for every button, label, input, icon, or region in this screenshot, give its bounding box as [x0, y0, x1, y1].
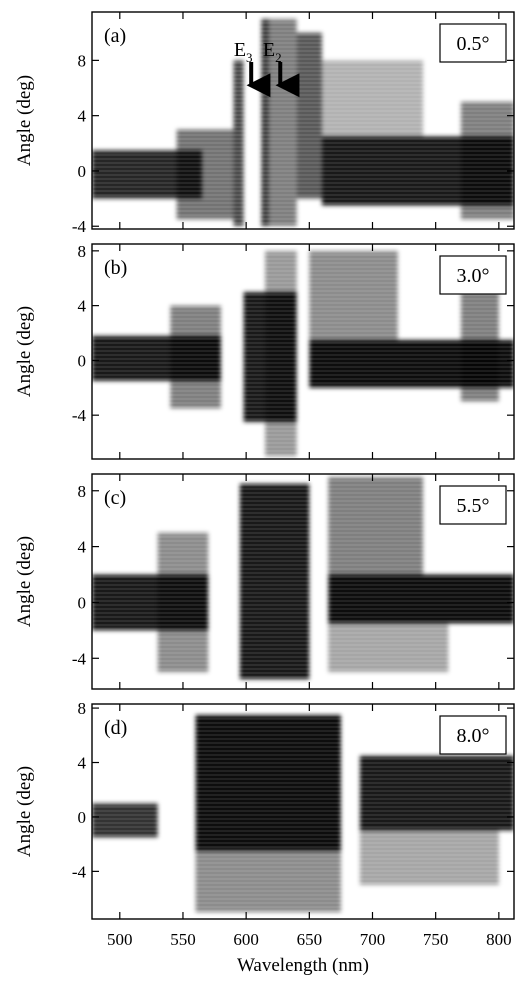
- tilt-angle-badge: 8.0°: [457, 725, 490, 747]
- heatmap-cell-1: [157, 532, 209, 673]
- y-tick-label: 4: [78, 107, 87, 126]
- y-tick-label: -4: [72, 406, 87, 425]
- heatmap-cell-3: [359, 755, 514, 831]
- x-tick-label: 750: [423, 930, 449, 949]
- x-tick-label: 700: [360, 930, 386, 949]
- y-tick-label: 8: [78, 242, 87, 261]
- plot-frame: [91, 243, 515, 460]
- heatmap-cell-0: [92, 803, 158, 838]
- heatmap-cell-1: [195, 714, 341, 851]
- heatmap-cell-3: [261, 18, 269, 227]
- streak-texture: [92, 706, 514, 916]
- badge-box: [439, 485, 507, 525]
- heatmap-cell-5: [296, 32, 322, 199]
- heatmap-cell-3: [265, 250, 297, 457]
- heatmap-regions: [92, 18, 514, 227]
- heatmap-cell-5: [328, 623, 449, 673]
- x-tick-label: 800: [486, 930, 512, 949]
- heatmap-cell-1: [170, 305, 221, 409]
- heatmap-cell-6: [460, 291, 499, 402]
- heatmap-cell-1: [176, 129, 234, 220]
- badge-box: [439, 255, 507, 295]
- y-tick-label: -4: [72, 649, 87, 668]
- y-tick-label: 8: [78, 51, 87, 70]
- badge-box: [439, 23, 507, 63]
- panel-1: -4 0 4 8 Angle (deg) (b) 3.0°: [14, 242, 515, 460]
- tilt-angle-badge: 0.5°: [457, 33, 490, 55]
- heatmap-regions: [92, 250, 514, 457]
- heatmap-cell-2: [239, 483, 310, 680]
- x-axis: 500 550 600 650 700 750 800 Wavelength (nm): [107, 930, 512, 976]
- y-tick-label: 0: [78, 808, 87, 827]
- panel-tag: (a): [104, 25, 126, 47]
- x-tick-label: 500: [107, 930, 133, 949]
- x-tick-label: 650: [297, 930, 323, 949]
- panel-3: -4 0 4 8 Angle (deg) (d) 8.0°: [14, 699, 515, 920]
- y-axis-title: Angle (deg): [14, 306, 35, 397]
- y-tick-label: 0: [78, 351, 87, 370]
- heatmap-cell-4: [268, 18, 297, 227]
- panel-tag: (b): [104, 257, 127, 279]
- plot-frame: [91, 473, 515, 690]
- y-tick-label: 4: [78, 297, 87, 316]
- y-tick-label: 0: [78, 162, 87, 181]
- y-tick-label: -4: [72, 217, 87, 236]
- y-tick-label: 0: [78, 593, 87, 612]
- y-tick-label: 8: [78, 699, 87, 718]
- heatmap-cell-4: [328, 476, 424, 575]
- y-axis-title: Angle (deg): [14, 766, 35, 857]
- heatmap-cell-5: [309, 250, 398, 340]
- heatmap-cell-7: [321, 60, 424, 137]
- y-tick-label: 8: [78, 482, 87, 501]
- heatmap-cell-3: [328, 574, 514, 624]
- y-tick-label: 4: [78, 754, 87, 773]
- y-axis-title: Angle (deg): [14, 536, 35, 627]
- y-axis-title: Angle (deg): [14, 75, 35, 166]
- tilt-angle-badge: 5.5°: [457, 495, 490, 517]
- x-axis-title: Wavelength (nm): [237, 955, 369, 976]
- heatmap-regions: [92, 714, 514, 913]
- tilt-angle-badge: 3.0°: [457, 265, 490, 287]
- y-tick-label: -4: [72, 862, 87, 881]
- heatmap-cell-2: [195, 850, 341, 913]
- heatmap-cell-2: [233, 60, 244, 227]
- plot-frame: [91, 11, 515, 230]
- x-tick-label: 550: [170, 930, 196, 949]
- streak-texture: [92, 14, 514, 228]
- panel-2: -4 0 4 8 Angle (deg) (c) 5.5°: [14, 473, 515, 690]
- badge-box: [439, 715, 507, 755]
- heatmap-cell-8: [460, 101, 514, 220]
- heatmap-regions: [92, 476, 514, 680]
- plot-frame: [91, 703, 515, 920]
- heatmap-cell-4: [359, 830, 499, 885]
- y-tick-label: 4: [78, 538, 87, 557]
- panel-tag: (c): [104, 487, 126, 509]
- x-tick-label: 600: [233, 930, 259, 949]
- panel-tag: (d): [104, 717, 127, 739]
